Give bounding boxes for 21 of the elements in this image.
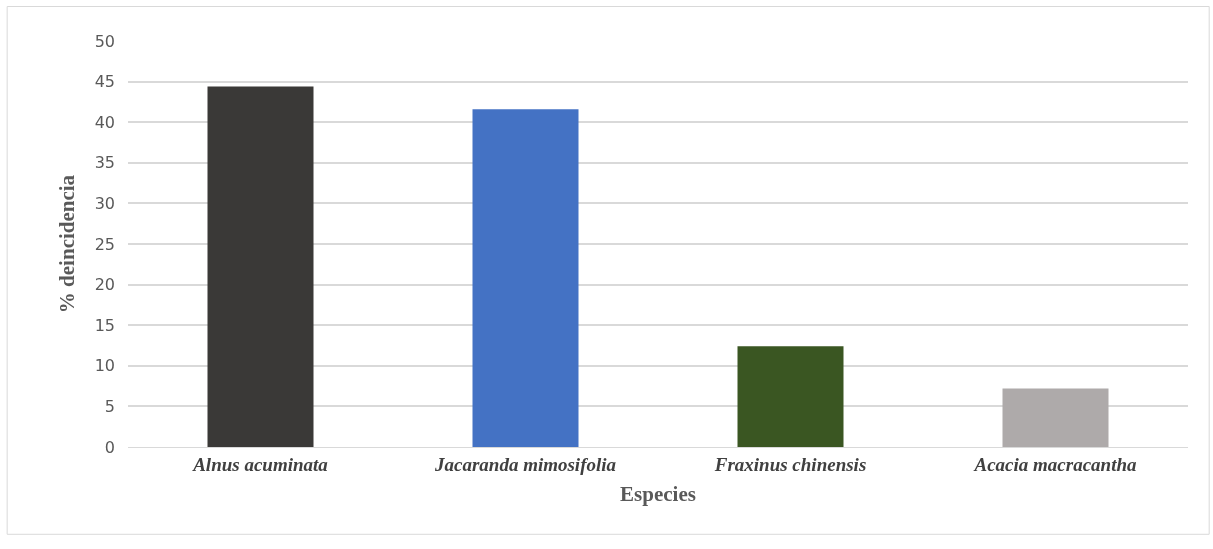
bar [472, 109, 579, 447]
y-tick-label: 5 [104, 397, 115, 416]
x-tick-label: Jacaranda mimosifolia [433, 453, 617, 475]
y-axis-title: % deincidencia [54, 174, 79, 314]
x-axis-title: Especies [620, 482, 696, 506]
y-tick-label: 0 [104, 437, 115, 457]
x-tick-label: Acacia macracantha [973, 453, 1137, 475]
bar [1002, 388, 1109, 447]
y-tick-label: 25 [94, 234, 115, 254]
y-tick-label: 30 [94, 194, 115, 213]
y-tick-label: 45 [94, 72, 115, 92]
y-tick-label: 15 [94, 315, 115, 335]
y-tick-label: 35 [94, 153, 115, 173]
bar [737, 346, 844, 447]
x-tick-label: Alnus acuminata [192, 453, 329, 475]
y-tick-label: 50 [94, 31, 115, 51]
y-tick-label: 20 [94, 275, 115, 295]
y-tick-label: 40 [94, 112, 115, 132]
bar [207, 86, 314, 447]
y-tick-label: 10 [94, 356, 115, 376]
x-tick-label: Fraxinus chinensis [713, 453, 867, 475]
